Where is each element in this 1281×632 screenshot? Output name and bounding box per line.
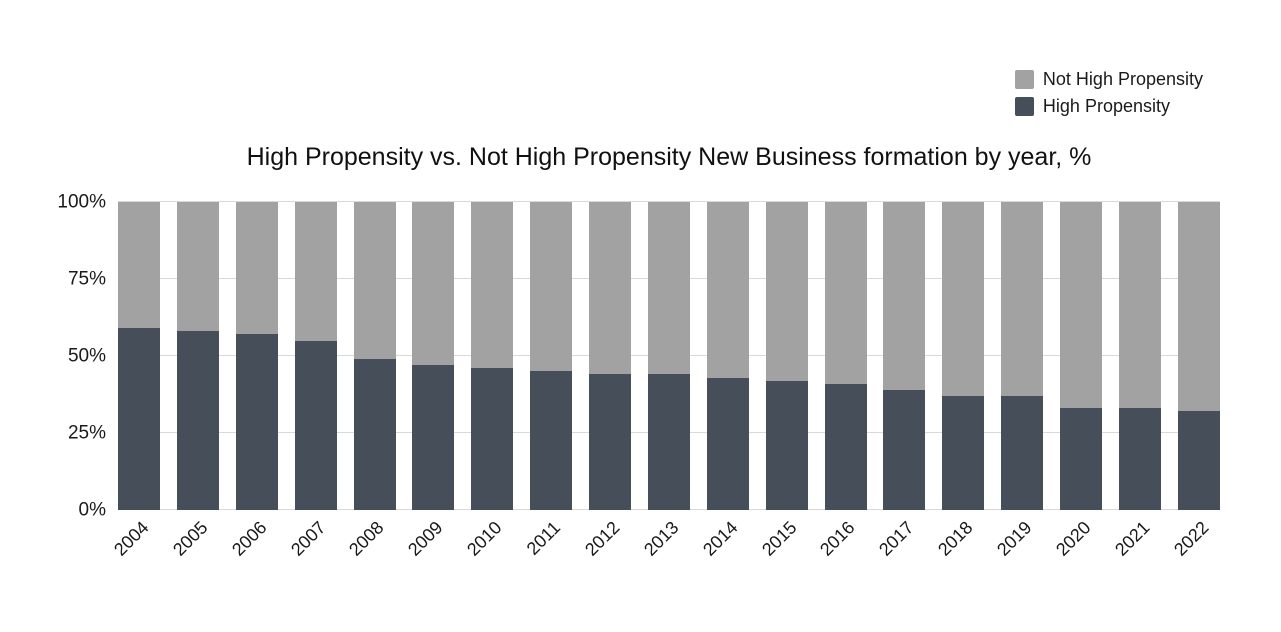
bar-column: 2006 <box>228 202 278 560</box>
bar-column: 2022 <box>1170 202 1220 560</box>
x-tick-label: 2007 <box>286 517 330 560</box>
bar-segment-not-high-propensity <box>530 202 573 372</box>
x-tick-label: 2006 <box>227 517 271 560</box>
bar-segment-high-propensity <box>1001 396 1044 510</box>
chart-title: High Propensity vs. Not High Propensity … <box>246 143 1092 171</box>
bar-segment-not-high-propensity <box>353 202 396 360</box>
legend: Not High Propensity High Propensity <box>1014 69 1203 116</box>
bar-column: 2014 <box>699 202 749 560</box>
bar-segment-high-propensity <box>942 396 985 510</box>
legend-item: High Propensity <box>1014 96 1170 116</box>
plot-area: 2004 2005 2006 2007 2008 2009 2010 2011 2012 2013… <box>110 201 1220 560</box>
bar-group: 2004 2005 2006 2007 2008 2009 2010 2011 2012 2013… <box>110 202 1220 560</box>
bar-segment-not-high-propensity <box>235 202 278 335</box>
bar-segment-not-high-propensity <box>706 202 749 378</box>
x-tick-label: 2010 <box>463 517 506 560</box>
x-tick-label: 2022 <box>1169 517 1213 560</box>
bar-segment-high-propensity <box>118 328 160 510</box>
x-tick-label: 2015 <box>757 517 801 560</box>
legend-swatch-icon <box>1014 70 1034 89</box>
bar-segment-high-propensity <box>765 380 808 510</box>
x-tick-label: 2012 <box>580 517 624 560</box>
bar-segment-high-propensity <box>1177 411 1220 510</box>
legend-item: Not High Propensity <box>1014 69 1203 89</box>
bar-column: 2004 <box>110 202 160 560</box>
bar-segment-high-propensity <box>294 340 337 510</box>
x-tick-label: 2008 <box>345 517 388 560</box>
bar-segment-not-high-propensity <box>589 202 631 375</box>
bar-segment-high-propensity <box>647 374 690 510</box>
y-tick-label: 50% <box>67 345 106 367</box>
bar-column: 2020 <box>1052 202 1102 560</box>
bar-column: 2005 <box>169 202 219 560</box>
bar-segment-not-high-propensity <box>1177 202 1220 412</box>
bar-segment-high-propensity <box>176 331 219 510</box>
bar-segment-not-high-propensity <box>765 202 808 381</box>
legend-label: High Propensity <box>1042 96 1170 116</box>
bar-segment-high-propensity <box>471 368 514 510</box>
bar-column: 2013 <box>640 202 690 560</box>
x-tick-label: 2017 <box>875 517 918 560</box>
bar-segment-not-high-propensity <box>176 202 219 332</box>
y-tick-label: 25% <box>67 422 106 444</box>
bar-segment-not-high-propensity <box>294 202 337 341</box>
x-tick-label: 2020 <box>1051 517 1095 560</box>
bar-column: 2012 <box>581 202 631 560</box>
legend-label: Not High Propensity <box>1042 69 1203 89</box>
bar-segment-not-high-propensity <box>1001 202 1044 397</box>
bar-column: 2016 <box>816 202 867 560</box>
x-tick-label: 2014 <box>698 517 742 560</box>
bar-column: 2017 <box>875 202 926 560</box>
bar-column: 2019 <box>993 202 1044 560</box>
bar-segment-high-propensity <box>1060 408 1102 510</box>
bar-segment-high-propensity <box>412 365 455 510</box>
bar-segment-not-high-propensity <box>1060 202 1102 409</box>
bar-column: 2008 <box>345 202 396 560</box>
bar-segment-high-propensity <box>1118 408 1161 510</box>
bar-segment-not-high-propensity <box>942 202 985 397</box>
bar-column: 2007 <box>287 202 337 560</box>
bar-column: 2011 <box>523 202 573 559</box>
legend-swatch-icon <box>1014 97 1034 116</box>
y-tick-label: 0% <box>78 499 106 521</box>
x-tick-label: 2013 <box>639 517 683 560</box>
x-tick-label: 2019 <box>993 517 1036 560</box>
bar-segment-not-high-propensity <box>1118 202 1161 409</box>
y-tick-label: 100% <box>57 191 106 213</box>
bar-column: 2021 <box>1111 202 1161 560</box>
bar-segment-high-propensity <box>706 377 749 510</box>
bar-segment-not-high-propensity <box>824 202 867 384</box>
x-tick-label: 2009 <box>404 517 447 560</box>
x-tick-label: 2004 <box>109 517 153 560</box>
bar-column: 2010 <box>463 202 514 560</box>
bar-segment-high-propensity <box>530 371 573 510</box>
bar-segment-high-propensity <box>589 374 631 510</box>
bar-column: 2015 <box>758 202 808 560</box>
y-axis: 0% 25% 50% 75% 100% <box>0 193 106 520</box>
bar-segment-high-propensity <box>353 359 396 510</box>
bar-segment-high-propensity <box>883 389 926 510</box>
y-tick-label: 75% <box>67 268 106 290</box>
x-tick-label: 2016 <box>816 517 859 560</box>
bar-segment-not-high-propensity <box>883 202 926 390</box>
bar-segment-not-high-propensity <box>647 202 690 375</box>
bar-segment-not-high-propensity <box>412 202 455 366</box>
x-tick-label: 2021 <box>1110 517 1154 560</box>
bar-segment-high-propensity <box>235 334 278 510</box>
x-tick-label: 2005 <box>168 517 212 560</box>
x-tick-label: 2011 <box>523 517 565 559</box>
bar-column: 2018 <box>934 202 985 560</box>
bar-segment-not-high-propensity <box>118 202 160 329</box>
gridline <box>118 201 1220 202</box>
bar-column: 2009 <box>404 202 455 560</box>
bar-segment-not-high-propensity <box>471 202 514 369</box>
bar-segment-high-propensity <box>824 383 867 510</box>
x-tick-label: 2018 <box>934 517 977 560</box>
